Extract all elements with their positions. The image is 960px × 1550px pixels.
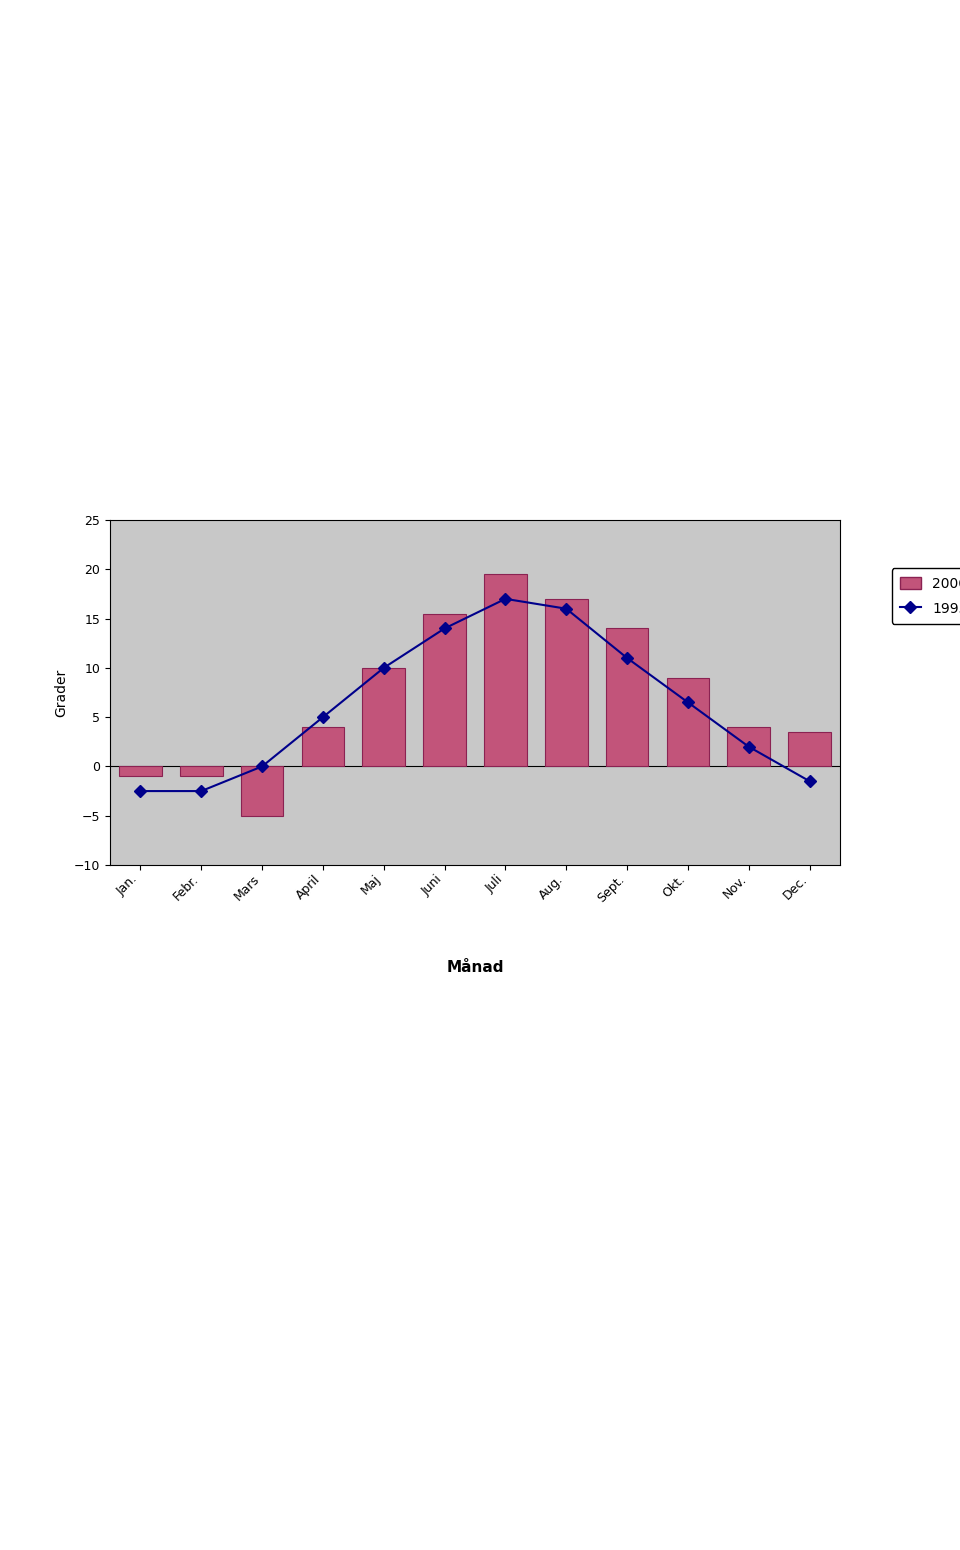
- Bar: [180, 766, 223, 777]
- Text: Månad: Månad: [446, 959, 504, 975]
- Bar: [241, 766, 283, 815]
- Bar: [788, 732, 830, 766]
- Bar: [484, 574, 527, 766]
- Y-axis label: Grader: Grader: [55, 668, 68, 716]
- Bar: [606, 628, 648, 766]
- Legend: 2006, 1993-2005: 2006, 1993-2005: [892, 569, 960, 625]
- Bar: [423, 614, 466, 766]
- Bar: [666, 677, 709, 766]
- Bar: [363, 668, 405, 766]
- Bar: [728, 727, 770, 766]
- Bar: [119, 766, 161, 777]
- Bar: [545, 598, 588, 766]
- Bar: [301, 727, 345, 766]
